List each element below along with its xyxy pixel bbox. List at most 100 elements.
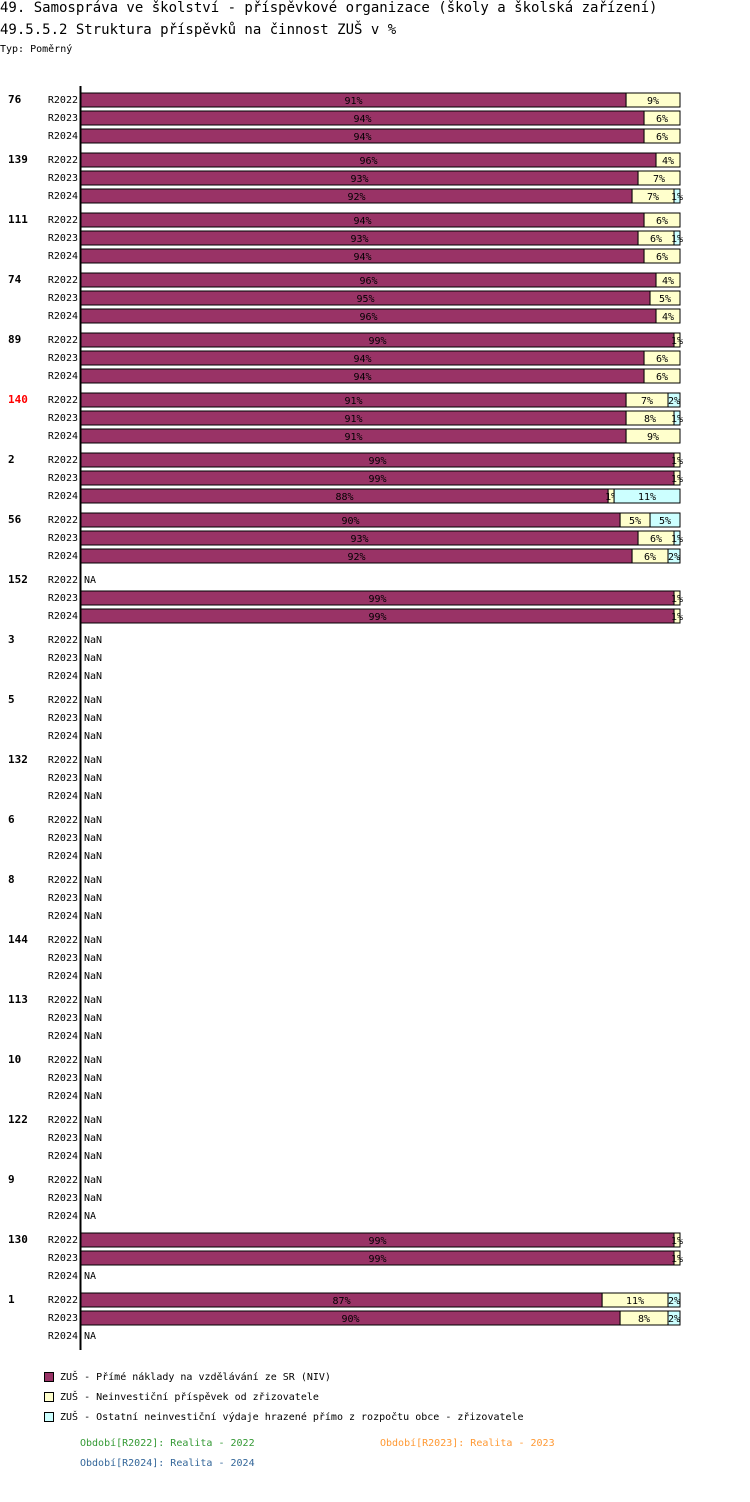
na-label: NaN [84,755,102,766]
period-label: R2024 [48,431,78,442]
data-label: 9% [647,432,659,443]
group-label: 8 [8,873,15,886]
data-label: 91% [345,414,363,425]
na-label: NaN [84,635,102,646]
data-label: 90% [342,516,360,527]
period-label: R2023 [48,593,78,604]
bar-segment [643,212,681,228]
period-label: R2022 [48,1115,78,1126]
period-label: R2022 [48,635,78,646]
data-label: 94% [353,114,371,125]
data-label: 6% [650,234,662,245]
data-label: 94% [353,252,371,263]
na-label: NaN [84,1193,102,1204]
data-label: 1% [671,534,683,545]
data-label: 1% [671,474,683,485]
bar-segment [673,530,681,546]
period-label: R2024 [48,1211,78,1222]
chart-type-label: Typ: Poměrný [0,44,73,55]
data-label: 1% [671,1236,683,1247]
period-label: R2022 [48,815,78,826]
na-label: NaN [84,1115,102,1126]
data-label: 2% [668,1314,680,1325]
data-label: 94% [353,132,371,143]
legend-item-zrizovatel: ZUŠ - Neinvestiční příspěvek od zřizovat… [44,1392,319,1403]
na-label: NA [84,1211,96,1222]
na-label: NaN [84,851,102,862]
data-label: 91% [345,432,363,443]
period-label: R2023 [48,1253,78,1264]
period-label: R2022 [48,995,78,1006]
data-label: 6% [656,372,668,383]
bar-segment [637,170,681,186]
period-label: R2022 [48,95,78,106]
data-label: 6% [656,132,668,143]
group-label: 139 [8,153,28,166]
period-label: R2024 [48,1271,78,1282]
data-label: 1% [605,492,617,503]
bar-segment [673,470,681,486]
na-label: NaN [84,1091,102,1102]
na-label: NaN [84,833,102,844]
data-label: 93% [351,234,369,245]
chart-subtitle: 49.5.5.2 Struktura příspěvků na činnost … [0,22,397,38]
data-label: 5% [659,294,671,305]
period-label: R2024 [48,251,78,262]
period-label: R2023 [48,413,78,424]
bar-segment [613,488,681,504]
group-label: 74 [8,273,22,286]
na-label: NaN [84,695,102,706]
legend-item-ostatni: ZUŠ - Ostatní neinvestiční výdaje hrazen… [44,1412,524,1423]
period-label: R2024 [48,731,78,742]
data-label: 6% [656,114,668,125]
data-label: 92% [348,192,366,203]
na-label: NaN [84,1013,102,1024]
bar-segment [643,368,681,384]
bar-segment [625,428,681,444]
data-label: 92% [348,552,366,563]
bar-segment [673,590,681,606]
bar-segment [673,1250,681,1266]
period-label: R2023 [48,713,78,724]
data-label: 7% [641,396,653,407]
period-label: R2023 [48,1313,78,1324]
na-label: NaN [84,995,102,1006]
data-label: 6% [656,216,668,227]
group-label: 6 [8,813,15,826]
period-label: R2022 [48,695,78,706]
period-r2023: Období[R2023]: Realita - 2023 [380,1438,555,1449]
period-label: R2024 [48,1091,78,1102]
na-label: NaN [84,1175,102,1186]
data-label: 99% [368,456,386,467]
bar-segment [667,1310,681,1326]
group-label: 9 [8,1173,15,1186]
data-label: 9% [647,96,659,107]
group-label: 144 [8,933,28,946]
data-label: 99% [368,1254,386,1265]
na-label: NaN [84,773,102,784]
period-label: R2023 [48,833,78,844]
bar-segment [649,290,681,306]
data-label: 6% [656,252,668,263]
data-label: 90% [342,1314,360,1325]
na-label: NaN [84,1055,102,1066]
bar-segment [643,128,681,144]
data-label: 11% [638,492,656,503]
period-label: R2024 [48,791,78,802]
chart-plot: 76 R2022 91% 9%R2023 94% 6%R2024 94% 6%139 R2022… [8,86,683,1350]
period-label: R2023 [48,353,78,364]
bar-segment [673,188,681,204]
na-label: NA [84,575,96,586]
data-label: 5% [629,516,641,527]
data-label: 94% [353,372,371,383]
period-label: R2024 [48,1151,78,1162]
data-label: 87% [333,1296,351,1307]
data-label: 6% [644,552,656,563]
na-label: NaN [84,1151,102,1162]
group-label: 2 [8,453,15,466]
data-label: 91% [345,96,363,107]
data-label: 4% [662,276,674,287]
period-label: R2022 [48,155,78,166]
period-label: R2022 [48,575,78,586]
period-label: R2022 [48,875,78,886]
